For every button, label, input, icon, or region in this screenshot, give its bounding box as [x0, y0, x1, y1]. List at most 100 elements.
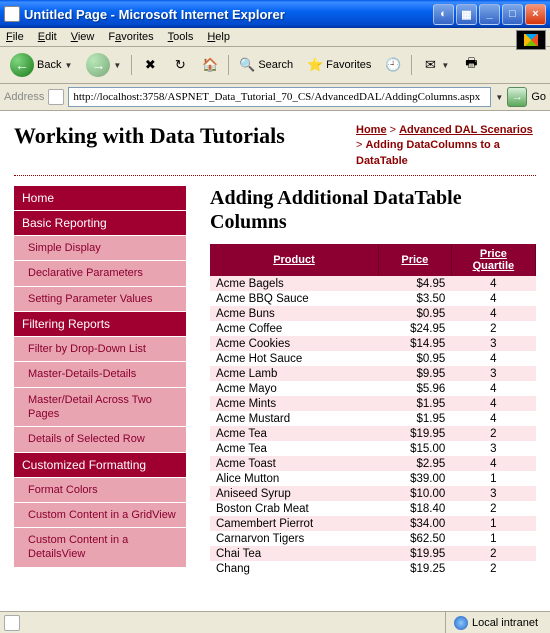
- table-row: Carnarvon Tigers$62.501: [210, 531, 536, 546]
- search-button[interactable]: 🔍Search: [235, 55, 297, 75]
- product-cell: Chai Tea: [210, 546, 378, 561]
- mail-button[interactable]: ✉▼: [418, 55, 453, 75]
- separator: [131, 55, 132, 75]
- sidebar-item[interactable]: Master/Detail Across Two Pages: [14, 388, 186, 428]
- sidebar-header[interactable]: Home: [14, 186, 186, 211]
- table-row: Acme Buns$0.954: [210, 306, 536, 321]
- stop-button[interactable]: ✖: [138, 55, 162, 75]
- back-button[interactable]: ← Back ▼: [6, 51, 76, 79]
- menu-file[interactable]: File: [6, 31, 24, 43]
- refresh-button[interactable]: ↻: [168, 55, 192, 75]
- price-cell: $34.00: [378, 516, 451, 531]
- breadcrumb-home[interactable]: Home: [356, 124, 387, 136]
- intranet-icon: [454, 616, 468, 630]
- product-cell: Acme Bagels: [210, 276, 378, 291]
- sidebar-item[interactable]: Setting Parameter Values: [14, 287, 186, 312]
- address-input[interactable]: [68, 87, 491, 107]
- sidebar-item[interactable]: Simple Display: [14, 236, 186, 261]
- separator: [411, 55, 412, 75]
- quartile-cell: 4: [451, 306, 535, 321]
- product-cell: Camembert Pierrot: [210, 516, 378, 531]
- sidebar-header[interactable]: Basic Reporting: [14, 211, 186, 236]
- history-button[interactable]: 🕘: [381, 55, 405, 75]
- column-header[interactable]: Price: [378, 244, 451, 276]
- product-cell: Acme Buns: [210, 306, 378, 321]
- go-label: Go: [531, 91, 546, 103]
- product-cell: Acme Mustard: [210, 411, 378, 426]
- quartile-cell: 2: [451, 501, 535, 516]
- address-label: Address: [4, 91, 44, 103]
- table-row: Aniseed Syrup$10.003: [210, 486, 536, 501]
- sidebar-item[interactable]: Filter by Drop-Down List: [14, 337, 186, 362]
- print-button[interactable]: 🖶: [459, 55, 483, 75]
- home-button[interactable]: 🏠: [198, 55, 222, 75]
- price-cell: $19.95: [378, 426, 451, 441]
- sidebar-header[interactable]: Filtering Reports: [14, 312, 186, 337]
- sidebar-item[interactable]: Custom Content in a DetailsView: [14, 528, 186, 568]
- sidebar-item[interactable]: Master-Details-Details: [14, 362, 186, 387]
- sidebar-header[interactable]: Customized Formatting: [14, 453, 186, 478]
- product-cell: Acme Cookies: [210, 336, 378, 351]
- price-cell: $3.50: [378, 291, 451, 306]
- breadcrumb-category[interactable]: Advanced DAL Scenarios: [399, 124, 533, 136]
- price-cell: $19.95: [378, 546, 451, 561]
- price-cell: $0.95: [378, 351, 451, 366]
- favorites-label: Favorites: [326, 59, 371, 71]
- tile-button[interactable]: ▦: [456, 4, 477, 25]
- chevron-down-icon[interactable]: ▼: [495, 93, 503, 102]
- close-button[interactable]: ×: [525, 4, 546, 25]
- window-controls: ◐ ▦ _ □ ×: [433, 4, 546, 25]
- price-cell: $1.95: [378, 396, 451, 411]
- quartile-cell: 4: [451, 396, 535, 411]
- price-cell: $62.50: [378, 531, 451, 546]
- quartile-cell: 4: [451, 291, 535, 306]
- table-row: Acme Coffee$24.952: [210, 321, 536, 336]
- table-row: Acme Mints$1.954: [210, 396, 536, 411]
- table-row: Boston Crab Meat$18.402: [210, 501, 536, 516]
- price-cell: $2.95: [378, 456, 451, 471]
- quartile-cell: 3: [451, 441, 535, 456]
- price-cell: $39.00: [378, 471, 451, 486]
- price-cell: $9.95: [378, 366, 451, 381]
- sidebar-item[interactable]: Format Colors: [14, 478, 186, 503]
- products-table: ProductPricePriceQuartile Acme Bagels$4.…: [210, 244, 536, 576]
- quartile-cell: 2: [451, 321, 535, 336]
- product-cell: Boston Crab Meat: [210, 501, 378, 516]
- quartile-cell: 4: [451, 381, 535, 396]
- price-cell: $19.25: [378, 561, 451, 576]
- sidebar-item[interactable]: Custom Content in a GridView: [14, 503, 186, 528]
- go-button[interactable]: →: [507, 87, 527, 107]
- theme-button[interactable]: ◐: [433, 4, 454, 25]
- menu-favorites[interactable]: Favorites: [108, 31, 153, 43]
- quartile-cell: 3: [451, 486, 535, 501]
- column-header[interactable]: PriceQuartile: [451, 244, 535, 276]
- quartile-cell: 3: [451, 366, 535, 381]
- price-cell: $14.95: [378, 336, 451, 351]
- quartile-cell: 4: [451, 276, 535, 291]
- maximize-button[interactable]: □: [502, 4, 523, 25]
- favorites-button[interactable]: ⭐Favorites: [303, 55, 375, 75]
- menu-view[interactable]: View: [71, 31, 95, 43]
- quartile-cell: 1: [451, 516, 535, 531]
- star-icon: ⭐: [307, 57, 323, 73]
- quartile-cell: 1: [451, 531, 535, 546]
- ie-logo-icon: [516, 30, 546, 50]
- sidebar-item[interactable]: Details of Selected Row: [14, 427, 186, 452]
- page-title: Working with Data Tutorials: [14, 123, 356, 149]
- column-header[interactable]: Product: [210, 244, 378, 276]
- content-viewport: Working with Data Tutorials Home > Advan…: [0, 111, 550, 611]
- sidebar-item[interactable]: Declarative Parameters: [14, 261, 186, 286]
- menu-edit[interactable]: Edit: [38, 31, 57, 43]
- menu-help[interactable]: Help: [207, 31, 230, 43]
- product-cell: Chang: [210, 561, 378, 576]
- table-row: Acme BBQ Sauce$3.504: [210, 291, 536, 306]
- price-cell: $1.95: [378, 411, 451, 426]
- product-cell: Acme Mayo: [210, 381, 378, 396]
- product-cell: Acme Lamb: [210, 366, 378, 381]
- history-icon: 🕘: [385, 57, 401, 73]
- minimize-button[interactable]: _: [479, 4, 500, 25]
- menu-tools[interactable]: Tools: [168, 31, 194, 43]
- forward-button[interactable]: → ▼: [82, 51, 125, 79]
- chevron-down-icon: ▼: [64, 61, 72, 70]
- quartile-cell: 3: [451, 336, 535, 351]
